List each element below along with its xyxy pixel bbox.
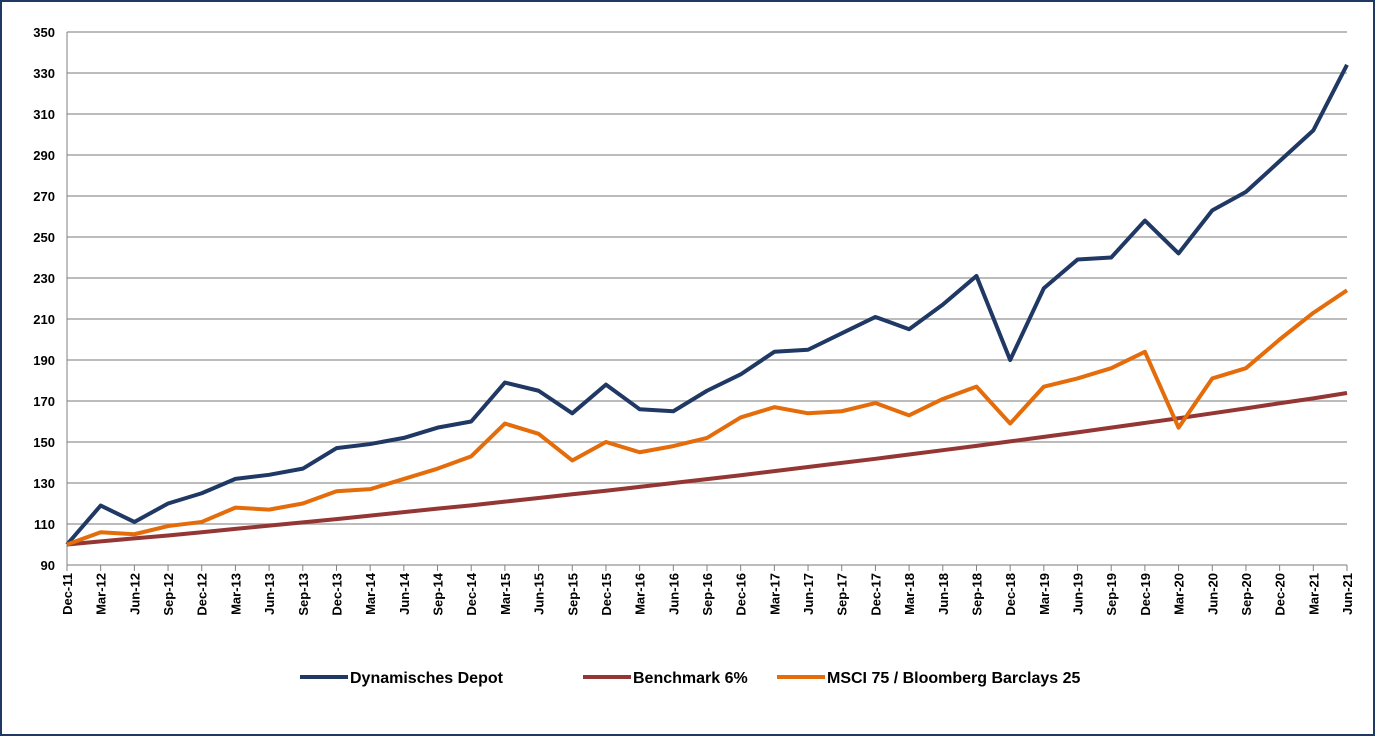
x-tick-label: Dec-20 [1273,573,1288,616]
x-tick-label: Sep-19 [1104,573,1119,616]
x-tick-label: Mar-16 [633,573,648,615]
x-tick-label: Dec-12 [195,573,210,616]
x-tick-label: Sep-12 [161,573,176,616]
y-tick-label: 230 [33,271,55,286]
x-tick-label: Mar-13 [228,573,243,615]
x-tick-label: Dec-11 [60,573,75,615]
series-line [65,63,1349,546]
y-tick-label: 190 [33,353,55,368]
y-tick-label: 150 [33,435,55,450]
x-tick-label: Sep-13 [296,573,311,616]
legend-label: Benchmark 6% [633,670,748,687]
x-tick-label: Mar-18 [902,573,917,615]
x-tick-label: Jun-17 [801,573,816,615]
series-line [66,391,1348,547]
x-tick-label: Mar-20 [1172,573,1187,615]
x-tick-label: Dec-15 [599,573,614,616]
y-tick-label: 330 [33,66,55,81]
x-tick-label: Jun-15 [532,573,547,615]
x-tick-label: Dec-16 [734,573,749,616]
x-tick-label: Dec-19 [1138,573,1153,616]
x-tick-label: Mar-21 [1306,573,1321,615]
x-tick-label: Jun-14 [397,572,412,615]
x-tick-label: Jun-20 [1205,573,1220,615]
x-tick-label: Mar-17 [767,573,782,615]
x-tick-label: Mar-14 [363,572,378,615]
x-tick-label: Dec-17 [868,573,883,616]
x-tick-label: Dec-13 [329,573,344,616]
x-tick-label: Mar-19 [1037,573,1052,615]
x-tick-label: Sep-18 [969,573,984,616]
x-tick-label: Dec-14 [464,572,479,615]
x-tick-label: Jun-19 [1071,573,1086,615]
y-tick-label: 170 [33,394,55,409]
x-tick-label: Mar-12 [94,573,109,615]
x-tick-label: Sep-15 [565,573,580,616]
x-tick-label: Jun-21 [1340,573,1355,615]
x-tick-label: Jun-16 [666,573,681,615]
x-tick-label: Jun-18 [936,573,951,615]
x-tick-label: Dec-18 [1003,573,1018,616]
y-tick-label: 210 [33,312,55,327]
y-tick-label: 250 [33,230,55,245]
legend-label: Dynamisches Depot [350,670,504,687]
x-tick-label: Sep-20 [1239,573,1254,616]
x-tick-label: Jun-13 [262,573,277,615]
x-tick-label: Mar-15 [498,573,513,615]
y-tick-label: 110 [34,517,55,532]
y-tick-label: 350 [33,25,55,40]
y-tick-label: 130 [33,476,55,491]
series-line [66,288,1349,547]
x-tick-label: Jun-12 [127,573,142,615]
x-tick-label: Sep-17 [835,573,850,616]
y-tick-label: 90 [41,558,55,573]
legend-label: MSCI 75 / Bloomberg Barclays 25 [827,670,1081,687]
x-tick-label: Sep-14 [431,572,446,615]
x-tick-label: Sep-16 [700,573,715,616]
y-tick-label: 270 [33,189,55,204]
y-tick-label: 310 [33,107,55,122]
y-tick-label: 290 [33,148,55,163]
